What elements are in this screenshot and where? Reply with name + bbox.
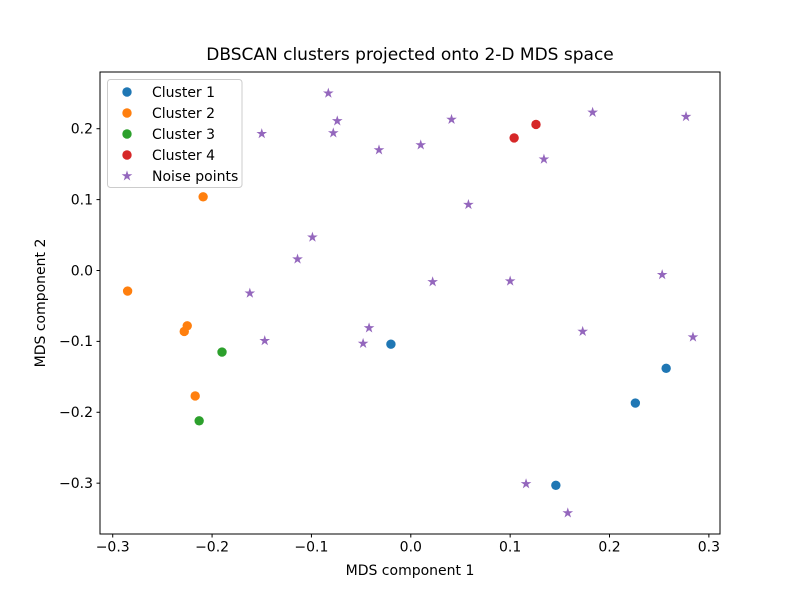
legend-item-cluster-4: Cluster 4 <box>122 148 215 164</box>
legend-item-noise-points: Noise points <box>121 169 238 185</box>
x-tick-label: 0.1 <box>499 540 521 556</box>
cluster-point <box>217 347 227 357</box>
y-tick-label: 0.1 <box>71 192 93 208</box>
x-tick-label: 0.2 <box>598 540 620 556</box>
data-points <box>122 87 699 518</box>
noise-point-star <box>415 139 427 150</box>
noise-point-star <box>538 153 550 164</box>
y-tick-label: 0.0 <box>71 263 93 279</box>
noise-point-star <box>520 478 532 489</box>
x-tick-label: −0.1 <box>294 540 328 556</box>
cluster-point <box>630 398 641 408</box>
legend-label: Noise points <box>152 169 238 185</box>
cluster-point <box>386 339 396 349</box>
legend-star-marker <box>121 170 133 181</box>
noise-point-star <box>656 269 668 280</box>
cluster-point <box>182 321 192 331</box>
noise-point-star <box>373 144 385 155</box>
legend: Cluster 1 Cluster 2 Cluster 3 Cluster 4 Nois… <box>107 79 243 188</box>
legend-label: Cluster 4 <box>152 148 215 164</box>
x-tick-label: −0.2 <box>195 540 229 556</box>
legend-item-cluster-2: Cluster 2 <box>122 106 215 122</box>
legend-circle-marker <box>122 129 132 139</box>
x-axis-label: MDS component 1 <box>346 563 475 579</box>
legend-label: Cluster 1 <box>152 85 215 101</box>
legend-label: Cluster 2 <box>152 106 215 122</box>
noise-point-star <box>577 325 589 336</box>
noise-point-star <box>687 331 699 342</box>
series-cluster-3 <box>194 347 227 426</box>
noise-point-star <box>363 322 375 333</box>
cluster-point <box>194 416 204 426</box>
series-cluster-1 <box>386 339 671 490</box>
cluster-point <box>509 133 519 143</box>
legend-item-cluster-3: Cluster 3 <box>122 127 215 143</box>
y-tick-label: −0.2 <box>59 405 93 421</box>
cluster-point <box>661 363 671 374</box>
x-tick-label: −0.3 <box>96 540 130 556</box>
x-tick-label: 0.3 <box>698 540 720 556</box>
cluster-point <box>198 192 208 202</box>
series-noise-points <box>244 87 699 518</box>
noise-point-star <box>244 287 256 298</box>
series-cluster-4 <box>509 119 541 143</box>
legend-circle-marker <box>122 108 132 118</box>
legend-circle-marker <box>122 150 132 160</box>
noise-point-star <box>587 106 598 117</box>
noise-point-star <box>427 276 438 287</box>
noise-point-star <box>331 115 343 126</box>
noise-point-star <box>446 113 457 125</box>
cluster-point <box>551 480 561 490</box>
noise-point-star <box>259 335 271 346</box>
series-cluster-2 <box>122 192 208 401</box>
noise-point-star <box>323 87 334 98</box>
noise-point-star <box>680 111 692 122</box>
noise-point-star <box>307 231 318 242</box>
cluster-point <box>122 286 133 296</box>
chart-title: DBSCAN clusters projected onto 2-D MDS s… <box>206 45 614 65</box>
noise-point-star <box>504 275 516 286</box>
legend-item-cluster-1: Cluster 1 <box>122 85 215 101</box>
noise-point-star <box>562 507 574 518</box>
x-tick-label: 0.0 <box>400 540 422 556</box>
y-axis-ticks: −0.3 −0.2 −0.1 0.0 0.1 0.2 <box>59 122 100 492</box>
y-tick-label: −0.3 <box>59 476 93 492</box>
legend-circle-marker <box>122 87 132 97</box>
noise-point-star <box>357 337 369 349</box>
x-axis-ticks: −0.3 −0.2 −0.1 0.0 0.1 0.2 0.3 <box>96 534 720 556</box>
noise-point-star <box>256 128 268 139</box>
y-tick-label: 0.2 <box>71 122 93 138</box>
noise-point-star <box>292 253 303 264</box>
noise-point-star <box>463 198 474 210</box>
legend-label: Cluster 3 <box>152 127 215 143</box>
legend-box <box>107 79 243 188</box>
noise-point-star <box>327 127 339 138</box>
y-axis-label: MDS component 2 <box>33 239 49 368</box>
cluster-point <box>190 391 200 401</box>
y-tick-label: −0.1 <box>59 334 93 350</box>
cluster-point <box>531 119 541 130</box>
